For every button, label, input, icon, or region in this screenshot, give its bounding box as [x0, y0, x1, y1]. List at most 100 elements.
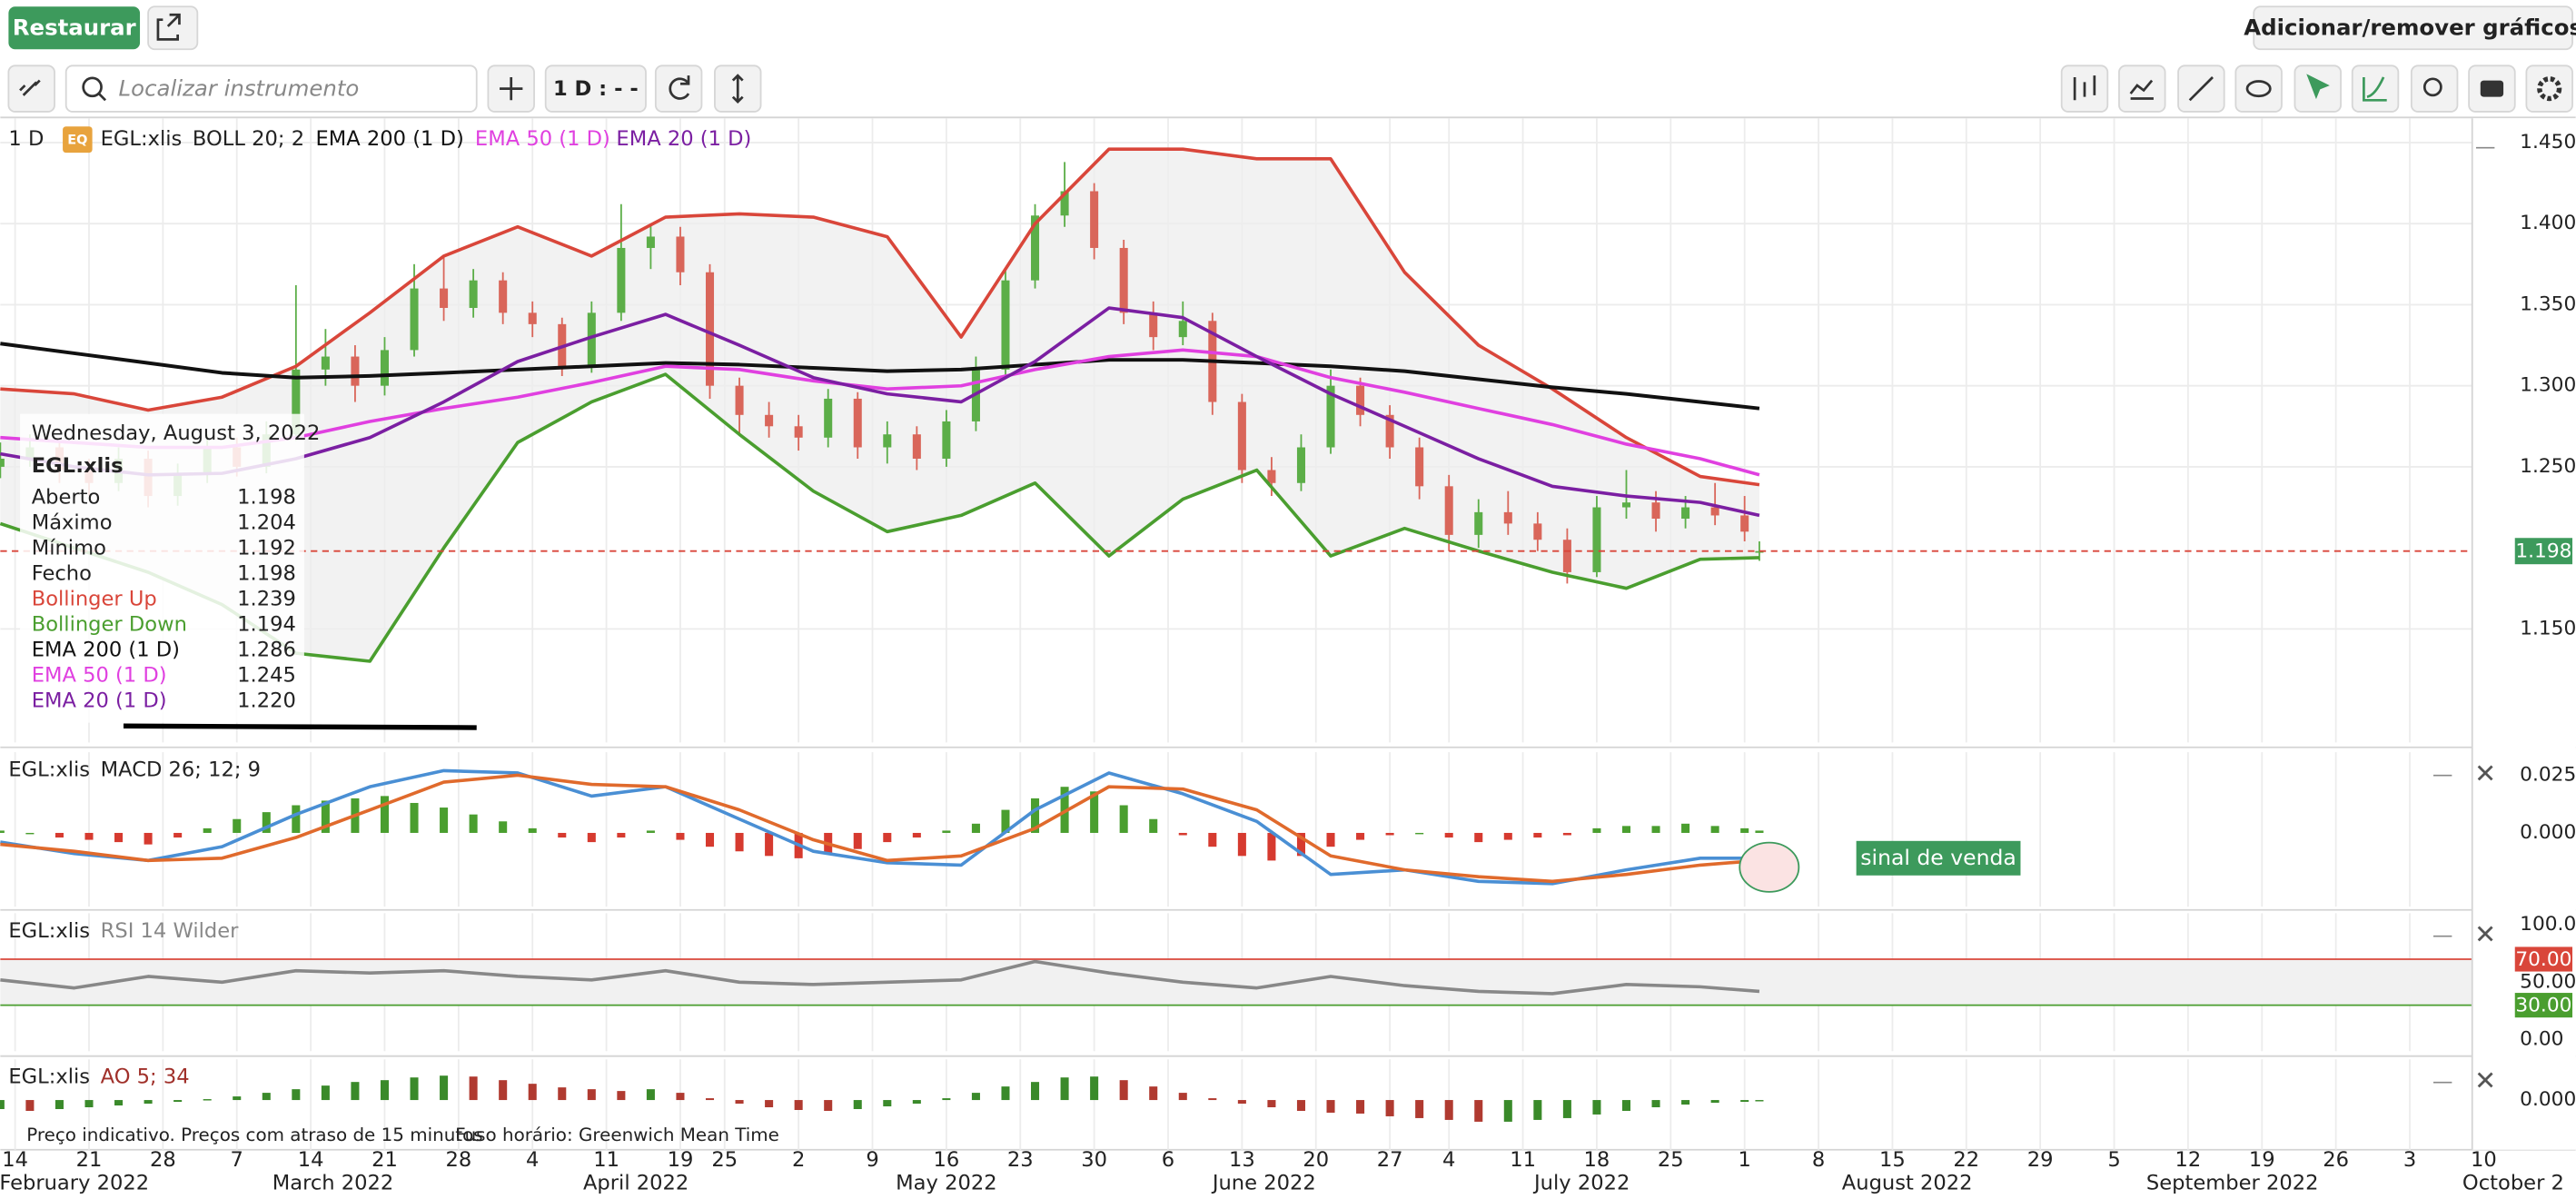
ao-bar — [114, 1100, 124, 1106]
ao-bar — [499, 1080, 508, 1101]
ao-bar — [1149, 1086, 1158, 1101]
ao-bar — [558, 1087, 567, 1101]
external-link-button[interactable] — [147, 5, 199, 51]
refresh-icon — [669, 75, 690, 100]
candle-body — [1356, 385, 1365, 415]
candle-body — [410, 288, 419, 351]
month-label: July 2022 — [1532, 1171, 1630, 1194]
candle-body — [1503, 511, 1512, 524]
y-tick-label: 0.000 — [2520, 1088, 2576, 1111]
interval-legend: 1 D — [8, 127, 44, 151]
x-tick-label: 19 — [668, 1148, 694, 1172]
candle-body — [1296, 447, 1305, 483]
interval-button[interactable] — [544, 64, 647, 113]
histogram-bar — [1149, 818, 1158, 833]
zoom-button[interactable] — [2410, 64, 2459, 113]
ao-bar — [469, 1076, 478, 1101]
settings-button[interactable] — [2525, 64, 2573, 113]
ao-bar — [824, 1100, 833, 1111]
histogram-bar — [646, 830, 655, 833]
price-axis-background — [2472, 118, 2576, 1150]
x-tick-label: 19 — [2249, 1148, 2275, 1172]
candle-body — [1237, 401, 1246, 471]
histogram-bar — [705, 832, 715, 847]
search-box[interactable] — [64, 64, 478, 113]
histogram-bar — [1503, 832, 1512, 840]
ao-bar — [528, 1084, 537, 1101]
ao-bar — [1740, 1100, 1749, 1103]
restore-button[interactable] — [8, 6, 141, 50]
candle-body — [1385, 414, 1394, 448]
curve-button[interactable] — [2351, 64, 2400, 113]
panel-close: ✕ — [2474, 919, 2496, 950]
ao-bar — [912, 1100, 921, 1105]
ao-bar — [1503, 1100, 1512, 1122]
macd-line — [0, 768, 1759, 886]
tooltip-label: Fecho — [32, 561, 92, 585]
candle-body — [853, 398, 862, 448]
ao-bar — [1237, 1100, 1246, 1105]
tooltip-value: 1.198 — [237, 561, 296, 585]
link-icon — [19, 79, 41, 96]
search-placeholder: Localizar instrumento — [119, 75, 360, 102]
month-label: October 2 — [2462, 1171, 2564, 1194]
zoom-icon — [2422, 77, 2442, 97]
ao-bar — [1562, 1100, 1571, 1118]
y-tick-label: 0.00 — [2520, 1028, 2563, 1051]
x-tick-label: 4 — [526, 1148, 539, 1172]
y-tick-label: 1.450 — [2520, 131, 2576, 154]
candle-body — [1149, 312, 1158, 338]
ao-bar — [617, 1091, 626, 1101]
ao-bar — [1326, 1100, 1335, 1113]
histogram-bar — [203, 827, 212, 833]
ao-bar — [1208, 1098, 1217, 1101]
histogram-bar — [676, 832, 685, 840]
month-label: June 2022 — [1211, 1171, 1316, 1194]
visibility-button[interactable] — [2234, 64, 2283, 113]
candle-body — [440, 288, 449, 309]
gear-icon — [2537, 76, 2562, 102]
x-tick-label: 14 — [298, 1148, 324, 1172]
month-label: May 2022 — [896, 1171, 996, 1194]
y-tick-label: 1.350 — [2520, 292, 2576, 315]
cursor-icon — [2306, 74, 2330, 100]
ao-bar — [646, 1089, 655, 1101]
histogram-bar — [587, 832, 596, 843]
histogram-bar — [528, 827, 537, 833]
ao-bar — [1178, 1093, 1187, 1101]
series-legend: EMA 20 (1 D) — [616, 127, 751, 151]
ao-bar — [1474, 1100, 1483, 1122]
annotation-label: sinal de venda — [1860, 845, 2016, 870]
refresh-button[interactable] — [654, 64, 703, 113]
candle-body — [1178, 321, 1187, 338]
y-tick-label: 100.00 — [2520, 913, 2576, 936]
candle-body — [528, 312, 537, 324]
equity-badge-label: EQ — [67, 134, 87, 148]
histogram-bar — [765, 832, 774, 857]
curve-icon — [2363, 76, 2387, 102]
add-remove-charts-button[interactable] — [2253, 5, 2573, 51]
candle-body — [380, 350, 389, 386]
histogram-bar — [114, 832, 124, 843]
candle-body — [1740, 515, 1749, 532]
symbol-legend: EGL:xlis — [101, 127, 183, 151]
candle-body — [499, 280, 508, 313]
month-label: February 2022 — [0, 1171, 149, 1194]
histogram-bar — [883, 832, 892, 843]
x-tick-label: 11 — [1510, 1148, 1536, 1172]
candle-body — [912, 434, 921, 459]
panel-indicator: MACD 26; 12; 9 — [101, 758, 261, 782]
y-tick-label: 1.300 — [2520, 374, 2576, 397]
panel-minimize: — — [2432, 924, 2453, 947]
panel-indicator: AO 5; 34 — [101, 1065, 190, 1089]
tool-icons — [2060, 64, 2573, 113]
histogram-bar — [173, 832, 183, 838]
x-tick-label: 13 — [1229, 1148, 1255, 1172]
candle-body — [0, 458, 5, 467]
x-tick-label: 23 — [1007, 1148, 1034, 1172]
histogram-bar — [292, 805, 301, 833]
ao-bar — [1533, 1100, 1542, 1120]
tooltip-label: Bollinger Up — [32, 588, 157, 611]
annotation-box — [1856, 840, 2021, 876]
panel-symbol: EGL:xlis — [8, 758, 90, 782]
